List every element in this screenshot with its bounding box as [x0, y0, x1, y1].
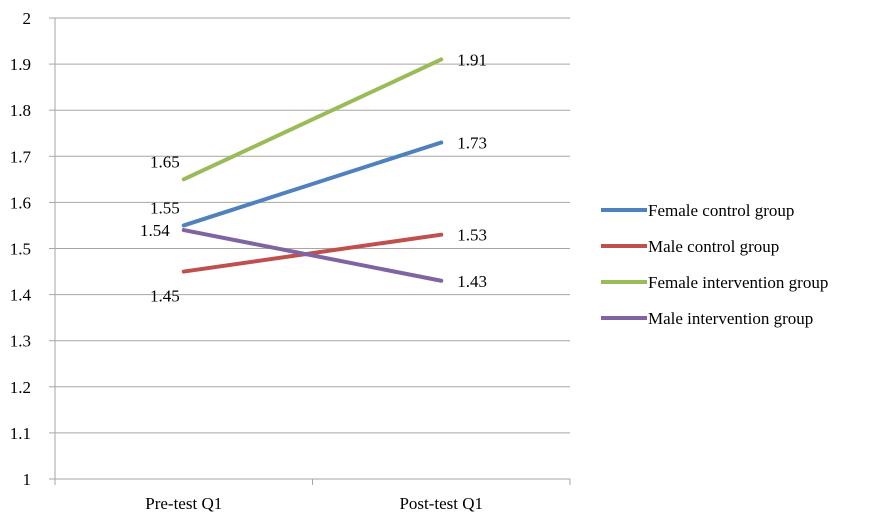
y-tick-label: 1.6	[10, 193, 31, 212]
y-tick-label: 1.4	[10, 286, 32, 305]
y-tick-label: 1.3	[10, 332, 31, 351]
axes: 1 1.1 1.2 1.3 1.4 1.5 1.6 1.7 1.8 1.9 2 Pre-test Q1…	[10, 9, 571, 513]
series-line	[181, 228, 444, 283]
data-label: 1.91	[457, 50, 487, 69]
series-line	[181, 140, 444, 228]
legend-label: Male intervention group	[648, 309, 813, 328]
data-label: 1.43	[457, 272, 487, 291]
series-line	[181, 57, 444, 182]
y-tick-label: 1.8	[10, 101, 31, 120]
legend: Female control group Male control group Fe…	[601, 201, 828, 328]
series-lines	[181, 57, 444, 283]
data-label: 1.65	[150, 152, 180, 171]
y-tick-label: 1.9	[10, 55, 31, 74]
data-label: 1.73	[457, 133, 487, 152]
data-label: 1.45	[150, 287, 180, 306]
data-label: 1.54	[140, 221, 170, 240]
legend-label: Male control group	[648, 237, 779, 256]
y-tick-label: 1.7	[10, 147, 32, 166]
y-tick-label: 1.5	[10, 240, 31, 259]
data-labels: 1.55 1.73 1.45 1.53 1.65 1.91 1.54 1.43	[140, 50, 487, 305]
x-tick-label: Post-test Q1	[399, 494, 483, 513]
data-label: 1.53	[457, 226, 487, 245]
y-tick-label: 1.1	[10, 424, 31, 443]
series-line	[181, 232, 444, 274]
legend-label: Female intervention group	[648, 273, 828, 292]
data-label: 1.55	[150, 198, 180, 217]
y-tick-label: 1.2	[10, 378, 31, 397]
legend-label: Female control group	[648, 201, 794, 220]
y-tick-label: 2	[23, 9, 32, 28]
x-tick-label: Pre-test Q1	[145, 494, 222, 513]
y-tick-label: 1	[23, 470, 32, 489]
gridlines	[55, 17, 570, 434]
